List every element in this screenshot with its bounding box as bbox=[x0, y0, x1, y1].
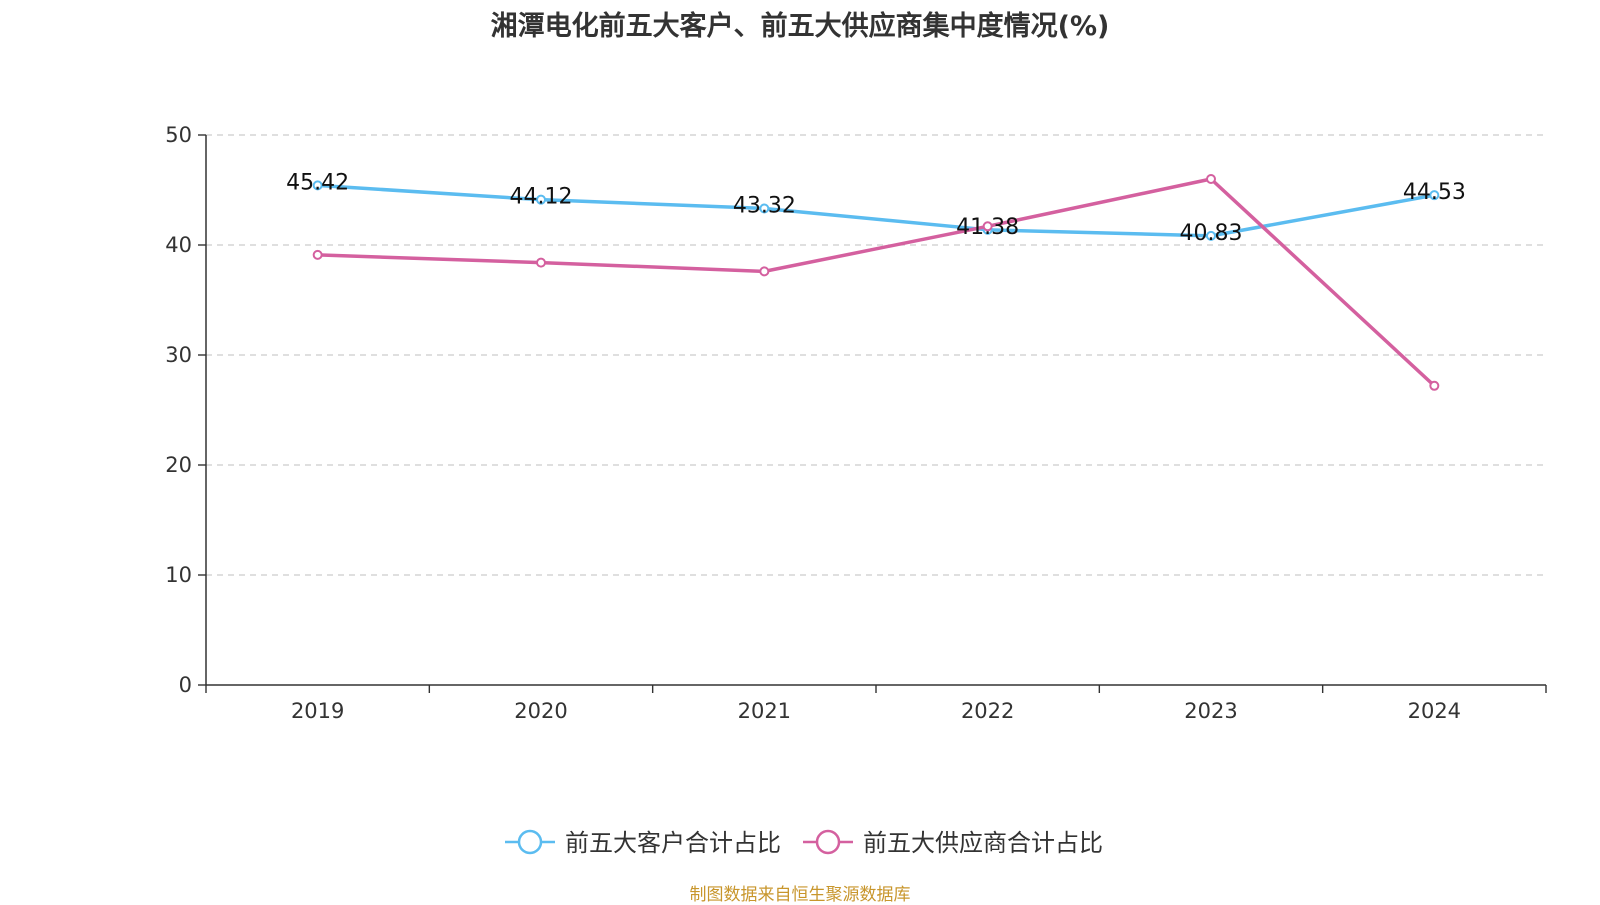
y-tick-label: 10 bbox=[165, 563, 192, 587]
data-point bbox=[312, 180, 323, 191]
x-tick-label: 2019 bbox=[291, 699, 344, 723]
source-note: 制图数据来自恒生聚源数据库 bbox=[689, 885, 911, 905]
legend-label: 前五大供应商合计占比 bbox=[863, 829, 1103, 857]
data-point bbox=[1429, 380, 1440, 391]
data-point bbox=[1206, 174, 1216, 184]
y-tick-label: 30 bbox=[165, 343, 192, 367]
series-line-2 bbox=[317, 177, 1436, 388]
x-tick-label: 2020 bbox=[514, 699, 567, 723]
chart-title: 湘潭电化前五大客户、前五大供应商集中度情况(%) bbox=[490, 11, 1110, 42]
series-lines bbox=[312, 174, 1440, 391]
grid-lines bbox=[206, 134, 1546, 576]
y-tick-label: 40 bbox=[165, 233, 192, 257]
data-point bbox=[1429, 190, 1440, 201]
x-tick-label: 2022 bbox=[961, 699, 1014, 723]
y-tick-label: 20 bbox=[165, 453, 192, 477]
data-point bbox=[759, 266, 770, 277]
data-point bbox=[759, 203, 770, 214]
data-label: 44.53 bbox=[1403, 180, 1466, 205]
data-label: 40.83 bbox=[1180, 221, 1243, 246]
data-point bbox=[536, 257, 546, 268]
data-label: 45.42 bbox=[286, 170, 349, 195]
data-point bbox=[312, 249, 323, 260]
data-label: 43.32 bbox=[733, 193, 796, 218]
y-tick-label: 50 bbox=[165, 123, 192, 147]
data-point bbox=[536, 194, 546, 205]
x-tick-label: 2024 bbox=[1408, 699, 1461, 723]
x-tick-label: 2023 bbox=[1184, 699, 1237, 723]
data-labels: 45.42 44.12 43.32 41.38 40.83 44.53 bbox=[286, 170, 1466, 245]
axes: 0 10 20 30 40 50 2019 2020 2021 2022 2023 2024 bbox=[165, 123, 1547, 723]
x-tick-label: 2021 bbox=[738, 699, 791, 723]
legend: 前五大客户合计占比 前五大供应商合计占比 bbox=[505, 829, 1103, 857]
y-tick-label: 0 bbox=[179, 673, 192, 697]
legend-label: 前五大客户合计占比 bbox=[565, 829, 781, 857]
legend-marker bbox=[517, 829, 543, 855]
data-label: 41.38 bbox=[956, 215, 1019, 240]
data-point bbox=[1206, 230, 1216, 241]
legend-marker bbox=[815, 829, 841, 855]
data-point bbox=[982, 221, 993, 232]
series-line-1 bbox=[317, 183, 1435, 238]
data-label: 44.12 bbox=[510, 185, 573, 210]
